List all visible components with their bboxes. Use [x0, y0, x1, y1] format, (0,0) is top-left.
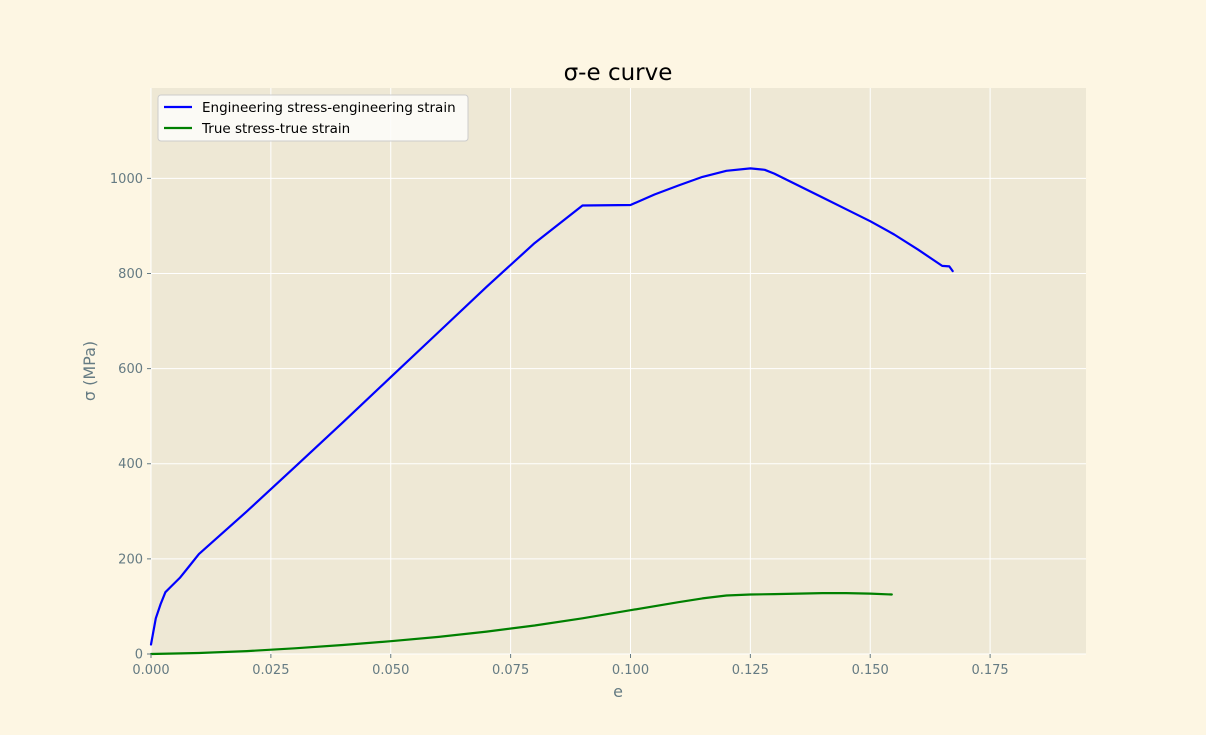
chart-title: σ-e curve — [564, 60, 673, 86]
legend-label-engineering: Engineering stress-engineering strain — [202, 100, 456, 116]
grid — [150, 88, 1086, 655]
x-tick-label: 0.025 — [252, 663, 289, 678]
ticks: 0.000 0.025 0.050 0.075 0.100 0.125 0.150 0.175… — [110, 172, 1009, 678]
plot-area — [151, 88, 1086, 654]
y-tick-label: 0 — [135, 648, 143, 663]
x-axis-label: e — [613, 682, 623, 701]
x-tick-label: 0.100 — [612, 663, 649, 678]
legend-box — [157, 94, 469, 142]
series-layer — [149, 167, 954, 656]
legend: Engineering stress-engineering strain Tr… — [157, 94, 469, 142]
x-tick-label: 0.175 — [971, 663, 1008, 678]
y-tick-label: 1000 — [110, 172, 143, 187]
y-axis-label: σ (MPa) — [80, 341, 99, 401]
true-stress-strain-line — [149, 591, 893, 656]
x-tick-label: 0.075 — [492, 663, 529, 678]
y-tick-label: 800 — [118, 267, 143, 282]
y-tick-label: 200 — [118, 552, 143, 567]
x-tick-label: 0.050 — [372, 663, 409, 678]
y-tick-label: 600 — [118, 362, 143, 377]
legend-label-true: True stress-true strain — [201, 121, 350, 137]
y-tick-label: 400 — [118, 457, 143, 472]
engineering-stress-strain-line — [149, 167, 954, 646]
x-tick-label: 0.125 — [732, 663, 769, 678]
x-tick-label: 0.000 — [132, 663, 169, 678]
x-tick-label: 0.150 — [852, 663, 889, 678]
